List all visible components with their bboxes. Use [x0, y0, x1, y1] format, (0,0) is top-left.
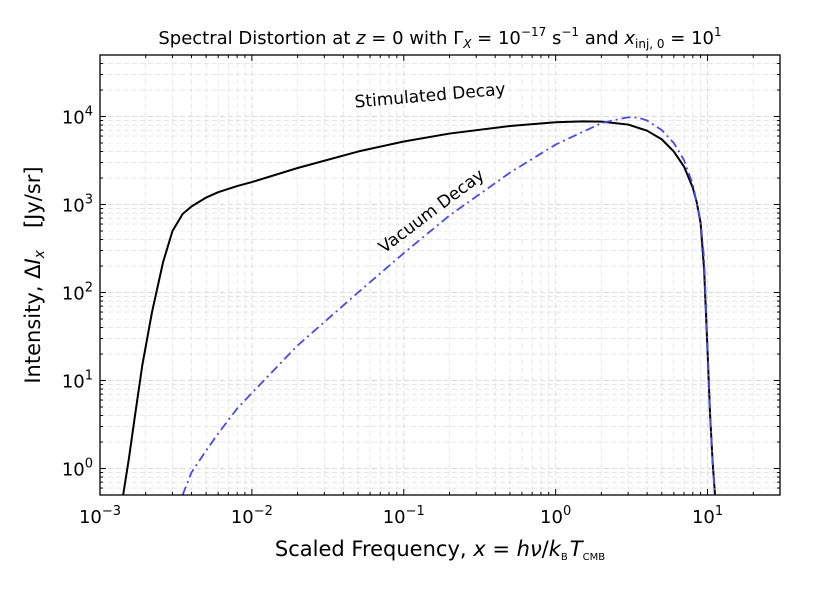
y-tick-label: 102 [62, 281, 93, 305]
y-tick-label: 103 [62, 193, 93, 217]
y-tick-label: 104 [62, 105, 93, 129]
x-tick-label: 100 [540, 504, 571, 528]
y-tick-label: 100 [62, 457, 93, 481]
x-tick-label: 10−3 [79, 504, 121, 528]
ticks [99, 54, 781, 496]
plot-frame [99, 54, 781, 496]
x-axis-label: Scaled Frequency, x = hν/kBTCMB [275, 537, 605, 563]
series-line-stimulated-decay [122, 120, 717, 495]
grid [99, 54, 781, 496]
series-line-vacuum-decay [181, 116, 716, 495]
y-tick-label: 101 [62, 369, 93, 393]
series-group [122, 116, 717, 495]
x-tick-label: 10−2 [231, 504, 273, 528]
annotation-stimulated-decay: Stimulated Decay [354, 79, 507, 112]
x-tick-label: 101 [692, 504, 723, 528]
x-tick-label: 10−1 [383, 504, 425, 528]
y-axis-label: Intensity, ΔIx[Jy/sr] [21, 166, 48, 383]
chart-title: Spectral Distortion at z = 0 with ΓX = 1… [158, 25, 721, 51]
tick-labels: 10−3 10−2 10−1 100 101 100 101 102 103 104 [62, 105, 723, 528]
annotation-vacuum-decay: Vacuum Decay [375, 165, 488, 257]
